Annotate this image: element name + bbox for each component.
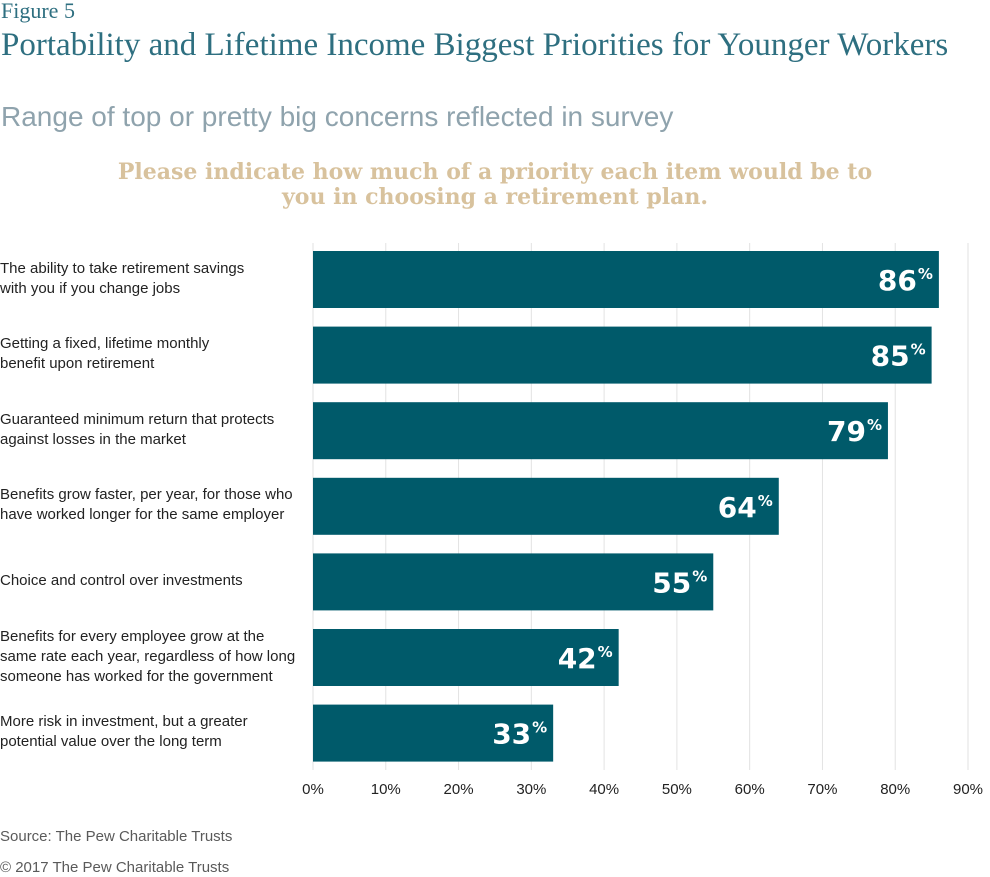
bar-value-label: 42 — [558, 642, 597, 675]
x-tick-label: 0% — [302, 781, 324, 798]
category-label: Guaranteed minimum return that protects a… — [0, 410, 310, 450]
x-tick-label: 80% — [880, 781, 910, 798]
bar — [313, 326, 932, 384]
bar — [313, 629, 619, 686]
x-tick-label: 10% — [371, 781, 401, 798]
category-label-line: Benefits for every employee grow at the — [0, 627, 265, 645]
category-label: Benefits for every employee grow at the s… — [0, 627, 310, 687]
category-label-line: against losses in the market — [0, 430, 186, 448]
category-label-line: Guaranteed minimum return that protects — [0, 410, 275, 428]
x-tick-label: 60% — [735, 781, 765, 798]
bar-value-percent: % — [532, 719, 547, 737]
category-label-line: More risk in investment, but a greater — [0, 713, 248, 731]
category-label: Getting a fixed, lifetime monthly benefit… — [0, 334, 310, 374]
x-tick-label: 30% — [516, 781, 546, 798]
bar-value-percent: % — [918, 265, 933, 283]
category-label-line: benefit upon retirement — [0, 355, 155, 373]
category-label-line: The ability to take retirement savings — [0, 259, 245, 277]
chart-subtitle: Range of top or pretty big concerns refl… — [1, 101, 674, 132]
bar — [313, 553, 714, 611]
bar — [313, 477, 779, 535]
figure-label: Figure 5 — [1, 0, 75, 23]
bar-value-label: 64 — [718, 491, 757, 524]
category-label-line: have worked longer for the same employer — [0, 506, 285, 524]
bar-value-label: 55 — [652, 566, 691, 599]
bar — [313, 402, 888, 460]
category-label-line: same rate each year, regardless of how l… — [0, 647, 296, 665]
bar-value-label: 86 — [878, 264, 917, 297]
copyright-note: © 2017 The Pew Charitable Trusts — [0, 859, 230, 876]
x-tick-label: 90% — [953, 781, 983, 798]
bar-value-label: 33 — [492, 718, 531, 751]
bar — [313, 251, 939, 308]
category-label-line: someone has worked for the government — [0, 667, 273, 685]
chart-title: Portability and Lifetime Income Biggest … — [1, 27, 949, 63]
x-tick-label: 40% — [589, 781, 619, 798]
bar-value-percent: % — [758, 492, 773, 510]
category-label: More risk in investment, but a greater po… — [0, 712, 310, 752]
bar-value-percent: % — [692, 567, 707, 585]
category-label-line: Getting a fixed, lifetime monthly — [0, 335, 210, 353]
bar-value-label: 85 — [871, 340, 910, 373]
category-label-line: Benefits grow faster, per year, for thos… — [0, 486, 293, 504]
category-label-line: potential value over the long term — [0, 733, 222, 751]
bar — [313, 704, 554, 762]
bar-value-percent: % — [867, 416, 882, 434]
x-tick-label: 20% — [444, 781, 474, 798]
category-label-line: Choice and control over investments — [0, 571, 243, 589]
x-tick-label: 70% — [807, 781, 837, 798]
bar-value-percent: % — [911, 341, 926, 359]
category-label: Choice and control over investments — [0, 571, 310, 591]
bar-value-percent: % — [598, 643, 613, 661]
category-label: Benefits grow faster, per year, for thos… — [0, 485, 310, 525]
category-label-line: with you if you change jobs — [0, 279, 181, 297]
source-note: Source: The Pew Charitable Trusts — [0, 828, 233, 845]
x-tick-label: 50% — [662, 781, 692, 798]
survey-question: Please indicate how much of a priority e… — [117, 159, 873, 210]
bar-value-label: 79 — [827, 415, 866, 448]
category-label: The ability to take retirement savings wi… — [0, 259, 310, 299]
